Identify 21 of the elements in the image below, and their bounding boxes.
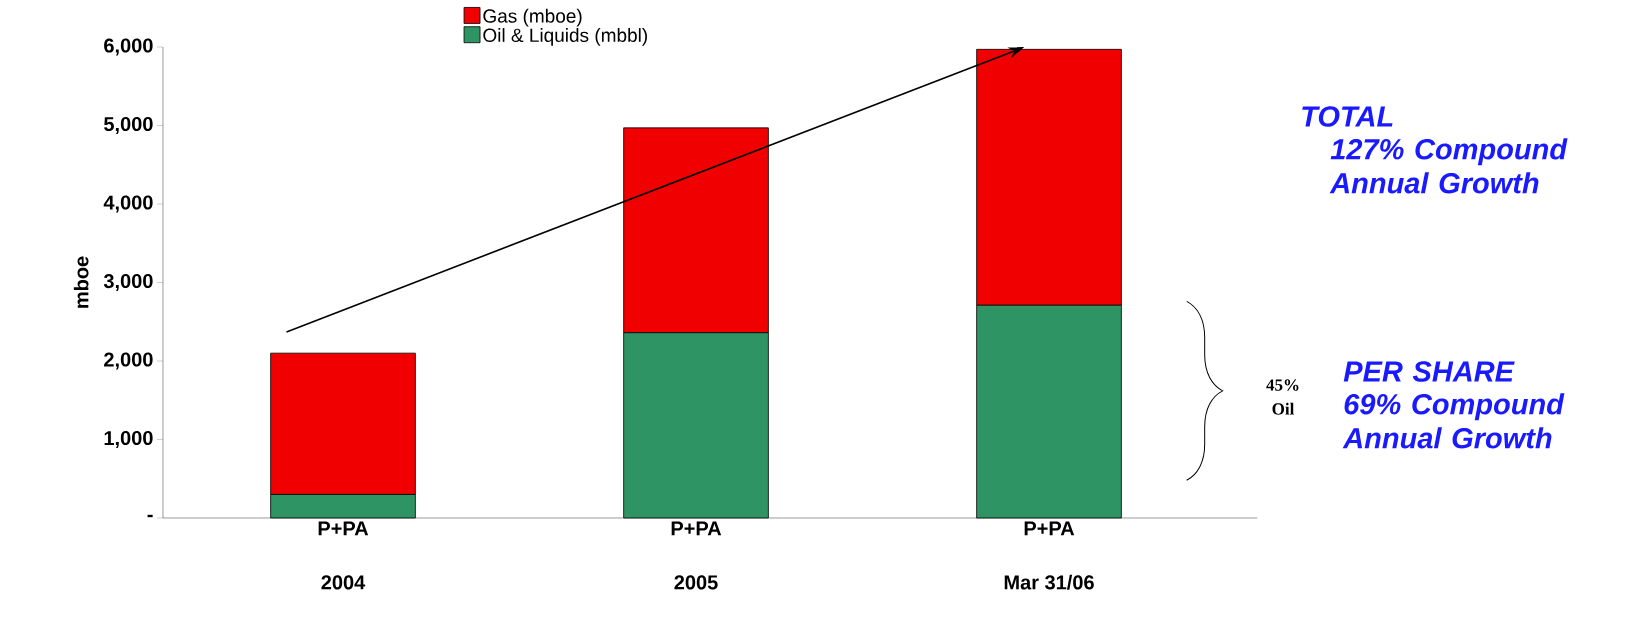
text: PER SHARE — [1343, 361, 1515, 382]
legend-label: Oil & Liquids (mbbl) — [483, 28, 647, 46]
y-tick-label: 4,000 — [103, 195, 153, 213]
y-tick-label: 3,000 — [103, 273, 153, 292]
legend-label: Gas (mboe) — [483, 8, 582, 27]
y-axis-title: mboe — [73, 256, 89, 308]
y-tick-label: 2,000 — [104, 352, 153, 370]
text: TOTAL — [1302, 106, 1393, 127]
text: 45% Oil — [1266, 379, 1299, 415]
y-tick-label: 6,000 — [104, 38, 153, 56]
text: P+PA — [318, 521, 369, 536]
y-tick-label: - — [147, 514, 153, 518]
x-tick-label: Mar 31/06 — [1004, 574, 1094, 590]
x-tick-label: 2005 — [674, 575, 718, 590]
text: 69% Compound Annual Growth — [1342, 393, 1565, 449]
text: P+PA — [671, 521, 722, 536]
y-tick-label: 5,000 — [104, 116, 153, 135]
text: P+PA — [1024, 521, 1075, 536]
y-tick-label: 1,000 — [104, 430, 153, 449]
x-tick-label: 2004 — [321, 575, 366, 590]
text: 127% Compound Annual Growth — [1329, 138, 1568, 194]
